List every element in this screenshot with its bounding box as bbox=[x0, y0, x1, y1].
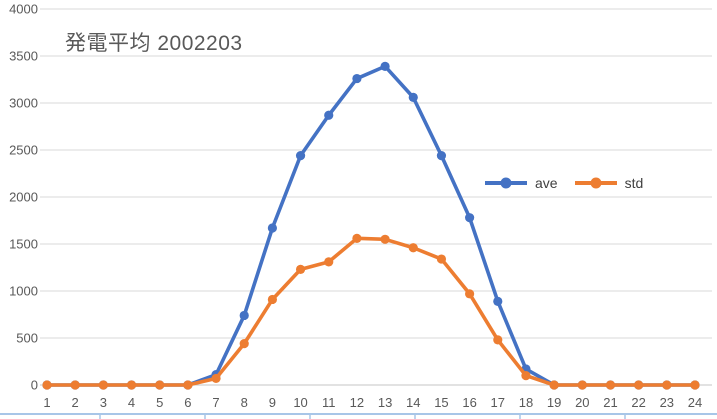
x-axis-tick-label: 20 bbox=[575, 395, 589, 410]
data-point-ave bbox=[324, 110, 334, 120]
data-point-std bbox=[521, 371, 531, 381]
data-point-std bbox=[155, 380, 165, 390]
x-axis-tick-label: 16 bbox=[462, 395, 476, 410]
data-point-std bbox=[577, 380, 587, 390]
data-point-std bbox=[183, 380, 193, 390]
x-axis-tick-label: 21 bbox=[603, 395, 617, 410]
data-point-std bbox=[549, 380, 559, 390]
legend-item-ave[interactable]: ave bbox=[484, 175, 558, 191]
x-axis-tick-label: 18 bbox=[519, 395, 533, 410]
x-axis-tick-label: 3 bbox=[100, 395, 107, 410]
x-axis-tick-label: 5 bbox=[156, 395, 163, 410]
y-axis-tick-label: 1500 bbox=[9, 237, 38, 252]
data-point-std bbox=[295, 264, 306, 274]
y-axis-tick-label: 500 bbox=[16, 331, 38, 346]
ave-series-line-icon bbox=[485, 177, 527, 189]
data-point-ave bbox=[267, 223, 277, 233]
y-axis-tick-label: 2500 bbox=[9, 143, 38, 158]
series-line-std bbox=[45, 236, 697, 387]
x-axis-tick-label: 13 bbox=[378, 395, 392, 410]
y-axis-tick-label: 3500 bbox=[9, 49, 38, 64]
x-axis-tick-label: 8 bbox=[241, 395, 248, 410]
data-point-std bbox=[267, 294, 277, 305]
series-line-ave bbox=[45, 64, 697, 387]
x-axis-tick-label: 23 bbox=[660, 395, 674, 410]
y-axis-tick-label: 0 bbox=[31, 378, 38, 393]
data-point-ave bbox=[465, 213, 475, 223]
chart-legend: ave std bbox=[484, 171, 643, 195]
data-point-ave bbox=[493, 296, 503, 306]
x-axis-tick-label: 2 bbox=[72, 395, 79, 410]
x-axis-tick-label: 24 bbox=[688, 395, 702, 410]
x-axis-tick-label: 1 bbox=[43, 395, 50, 410]
y-axis-tick-label: 1000 bbox=[9, 284, 38, 299]
x-axis-tick-label: 12 bbox=[350, 395, 364, 410]
x-axis-tick-label: 9 bbox=[269, 395, 276, 410]
data-point-std bbox=[493, 335, 503, 345]
data-point-std bbox=[436, 254, 447, 264]
legend-label-std: std bbox=[624, 175, 644, 191]
x-axis-tick-label: 22 bbox=[631, 395, 645, 410]
data-point-ave bbox=[352, 73, 362, 84]
x-axis-tick-label: 14 bbox=[406, 395, 420, 410]
legend-item-std[interactable]: std bbox=[574, 175, 644, 191]
data-point-std bbox=[98, 380, 108, 390]
y-axis-tick-label: 2000 bbox=[9, 190, 38, 205]
std-series-line-icon bbox=[574, 177, 617, 189]
chart-title: 発電平均 2002203 bbox=[65, 32, 243, 55]
data-point-std bbox=[380, 234, 390, 244]
legend-label-ave: ave bbox=[535, 175, 558, 191]
worksheet-cell-border-strip bbox=[0, 413, 717, 419]
data-point-ave bbox=[380, 61, 390, 71]
data-point-std bbox=[662, 380, 672, 390]
data-point-std bbox=[690, 380, 700, 390]
data-point-std bbox=[239, 339, 249, 349]
data-point-ave bbox=[408, 92, 418, 102]
y-axis-tick-label: 3000 bbox=[9, 96, 38, 111]
y-axis-tick-label: 4000 bbox=[9, 2, 38, 17]
data-point-ave bbox=[295, 151, 306, 161]
x-axis-tick-label: 11 bbox=[322, 395, 336, 410]
data-point-std bbox=[352, 233, 362, 243]
data-point-ave bbox=[239, 310, 249, 321]
data-point-std bbox=[408, 243, 418, 253]
x-axis-tick-label: 17 bbox=[491, 395, 505, 410]
data-point-std bbox=[324, 257, 334, 267]
x-axis-tick-label: 19 bbox=[547, 395, 561, 410]
data-point-std bbox=[605, 380, 616, 390]
data-point-ave bbox=[436, 151, 447, 161]
x-axis-tick-label: 15 bbox=[434, 395, 448, 410]
x-axis-tick-label: 4 bbox=[128, 395, 135, 410]
data-point-std bbox=[126, 380, 137, 390]
data-point-std bbox=[211, 373, 221, 384]
data-point-std bbox=[42, 380, 52, 390]
data-point-std bbox=[70, 380, 80, 390]
data-point-std bbox=[634, 380, 644, 390]
data-point-std bbox=[465, 289, 475, 299]
x-axis-tick-label: 7 bbox=[212, 395, 219, 410]
x-axis-tick-label: 6 bbox=[184, 395, 191, 410]
x-axis-tick-label: 10 bbox=[293, 395, 307, 410]
